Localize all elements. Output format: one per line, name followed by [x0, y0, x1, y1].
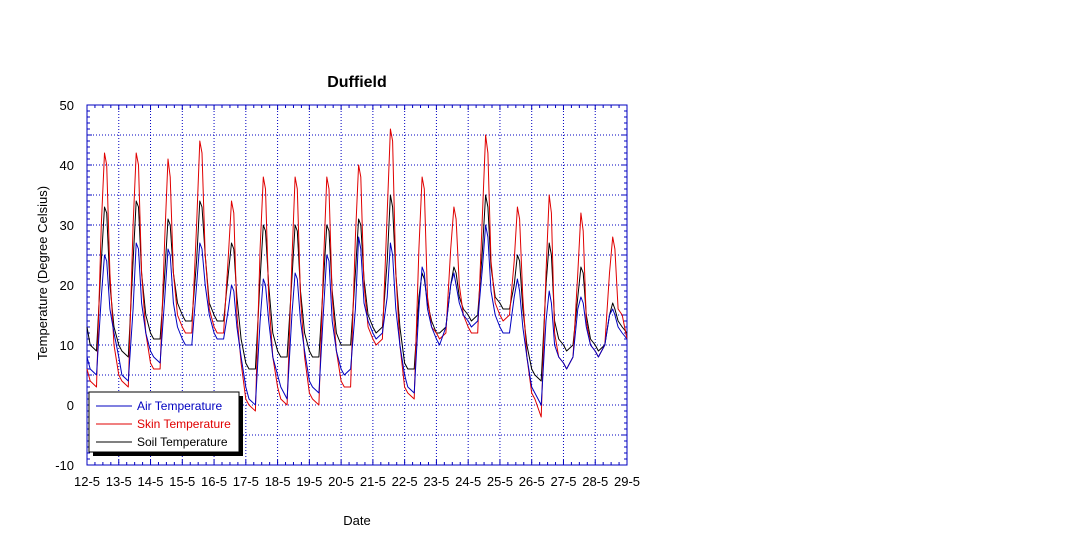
- x-tick-label: 28-5: [582, 474, 608, 489]
- chart-title: Duffield: [327, 74, 387, 91]
- series-line-soil-temperature: [86, 194, 628, 382]
- legend-label-soil: Soil Temperature: [137, 435, 228, 449]
- series-line-skin-temperature: [86, 128, 628, 418]
- x-tick-label: 29-5: [614, 474, 640, 489]
- y-tick-label: 0: [67, 398, 74, 413]
- series-line-air-temperature: [86, 224, 628, 406]
- x-tick-label: 26-5: [519, 474, 545, 489]
- legend-label-air: Air Temperature: [137, 399, 222, 413]
- x-tick-label: 23-5: [423, 474, 449, 489]
- y-tick-labels: -10 0 10 20 30 40 50: [55, 98, 74, 473]
- y-tick-label: -10: [55, 458, 74, 473]
- x-tick-label: 15-5: [169, 474, 195, 489]
- x-tick-label: 27-5: [550, 474, 576, 489]
- x-tick-label: 21-5: [360, 474, 386, 489]
- y-tick-label: 10: [60, 338, 74, 353]
- legend-label-skin: Skin Temperature: [137, 417, 231, 431]
- y-axis-label: Temperature (Degree Celsius): [35, 186, 50, 360]
- x-tick-label: 17-5: [233, 474, 259, 489]
- y-tick-label: 40: [60, 158, 74, 173]
- x-axis-label: Date: [343, 513, 370, 528]
- x-tick-label: 19-5: [296, 474, 322, 489]
- x-tick-label: 22-5: [392, 474, 418, 489]
- x-tick-label: 16-5: [201, 474, 227, 489]
- y-tick-label: 30: [60, 218, 74, 233]
- x-tick-labels: 12-5 13-5 14-5 15-5 16-5 17-5 18-5 19-5 20-5 21-5…: [74, 474, 640, 489]
- axis-tick-marks: [86, 104, 628, 466]
- x-tick-label: 25-5: [487, 474, 513, 489]
- y-tick-label: 50: [60, 98, 74, 113]
- x-tick-label: 24-5: [455, 474, 481, 489]
- legend: Air Temperature Skin Temperature Soil Te…: [88, 391, 243, 456]
- x-tick-label: 13-5: [106, 474, 132, 489]
- x-tick-label: 18-5: [265, 474, 291, 489]
- x-tick-label: 14-5: [138, 474, 164, 489]
- series-lines: [86, 128, 628, 418]
- y-tick-label: 20: [60, 278, 74, 293]
- x-tick-label: 20-5: [328, 474, 354, 489]
- x-tick-label: 12-5: [74, 474, 100, 489]
